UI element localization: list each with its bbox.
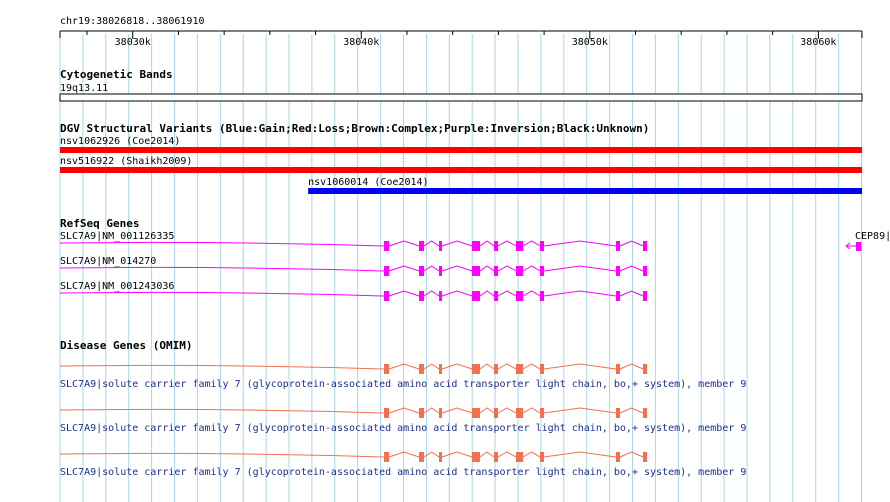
- exon: [540, 266, 544, 276]
- track-omim[interactable]: Disease Genes (OMIM) SLC7A9|solute carri…: [59, 339, 746, 478]
- refseq-transcript[interactable]: SLC7A9|NM_001243036: [59, 281, 647, 301]
- omim-entry-label[interactable]: SLC7A9|solute carrier family 7 (glycopro…: [60, 467, 746, 478]
- exon: [616, 241, 620, 251]
- exon: [419, 408, 424, 418]
- exon: [419, 241, 424, 251]
- exon: [516, 408, 523, 418]
- exon: [472, 241, 480, 251]
- exon: [439, 452, 442, 462]
- exon: [643, 291, 647, 301]
- exon: [384, 266, 389, 276]
- exon: [419, 452, 424, 462]
- exon: [439, 408, 442, 418]
- omim-entry[interactable]: SLC7A9|solute carrier family 7 (glycopro…: [59, 451, 746, 478]
- ruler-tick-label: 38050k: [572, 37, 608, 48]
- exon: [472, 452, 480, 462]
- exon: [540, 291, 544, 301]
- cytoband-label: 19q13.11: [60, 83, 108, 94]
- ruler-tick-label: 38030k: [115, 37, 151, 48]
- exon: [540, 408, 544, 418]
- exon: [616, 408, 620, 418]
- omim-entry[interactable]: SLC7A9|solute carrier family 7 (glycopro…: [59, 407, 746, 434]
- exon: [516, 452, 523, 462]
- exon: [439, 291, 442, 301]
- exon: [419, 364, 424, 374]
- exon: [494, 408, 498, 418]
- exon: [384, 241, 389, 251]
- exon: [472, 408, 480, 418]
- ruler: chr19:38026818..38061910 38030k 38040k 380…: [59, 16, 863, 48]
- track-title-dgv: DGV Structural Variants (Blue:Gain;Red:L…: [60, 122, 649, 135]
- exon: [439, 241, 442, 251]
- exon: [472, 291, 480, 301]
- exon: [516, 364, 523, 374]
- exon: [516, 291, 523, 301]
- refseq-transcript-label: SLC7A9|NM_001126335: [60, 231, 174, 242]
- ruler-tick-label: 38060k: [800, 37, 836, 48]
- exon: [516, 241, 523, 251]
- omim-entry-label[interactable]: SLC7A9|solute carrier family 7 (glycopro…: [60, 379, 746, 390]
- track-title-refseq: RefSeq Genes: [60, 217, 139, 230]
- ruler-tick-label: 38040k: [343, 37, 379, 48]
- exon: [616, 291, 620, 301]
- track-title-cytobands: Cytogenetic Bands: [60, 68, 173, 81]
- refseq-transcript-label: SLC7A9|NM_014270: [60, 256, 156, 267]
- region-label: chr19:38026818..38061910: [60, 16, 205, 27]
- dgv-variant[interactable]: nsv516922 (Shaikh2009): [60, 156, 862, 173]
- exon: [384, 291, 389, 301]
- exon: [643, 266, 647, 276]
- exon: [472, 266, 480, 276]
- dgv-variant[interactable]: nsv1060014 (Coe2014): [308, 177, 862, 194]
- track-cytobands[interactable]: Cytogenetic Bands 19q13.11: [59, 68, 863, 102]
- dgv-variant-label: nsv516922 (Shaikh2009): [60, 156, 192, 167]
- exon: [540, 452, 544, 462]
- refseq-transcript[interactable]: SLC7A9|NM_001126335: [59, 231, 647, 251]
- grid-lines: [59, 34, 862, 502]
- exon: [384, 408, 389, 418]
- exon: [643, 452, 647, 462]
- dgv-variant-bar[interactable]: [60, 147, 862, 153]
- exon: [472, 364, 480, 374]
- omim-entry[interactable]: SLC7A9|solute carrier family 7 (glycopro…: [59, 363, 746, 390]
- exon: [616, 452, 620, 462]
- exon: [516, 266, 523, 276]
- exon: [384, 452, 389, 462]
- refseq-transcript[interactable]: SLC7A9|NM_014270: [59, 256, 647, 276]
- exon: [494, 364, 498, 374]
- refseq-transcript-label: SLC7A9|NM_001243036: [60, 281, 174, 292]
- exon: [419, 266, 424, 276]
- dgv-variant-label: nsv1062926 (Coe2014): [60, 136, 180, 147]
- exon: [643, 408, 647, 418]
- exon: [419, 291, 424, 301]
- track-title-omim: Disease Genes (OMIM): [60, 339, 192, 352]
- omim-entry-label[interactable]: SLC7A9|solute carrier family 7 (glycopro…: [60, 423, 746, 434]
- neighbor-gene-label: CEP89|: [855, 231, 890, 242]
- dgv-variant-label: nsv1060014 (Coe2014): [308, 177, 428, 188]
- dgv-variant-bar[interactable]: [60, 167, 862, 173]
- track-refseq[interactable]: RefSeq Genes SLC7A9|NM_001126335 SLC7A9|N…: [59, 217, 890, 301]
- exon: [643, 241, 647, 251]
- exon: [616, 364, 620, 374]
- exon: [616, 266, 620, 276]
- exon: [540, 241, 544, 251]
- cytoband-bar[interactable]: [59, 93, 863, 102]
- exon: [494, 291, 498, 301]
- exon: [540, 364, 544, 374]
- exon: [494, 452, 498, 462]
- track-dgv[interactable]: DGV Structural Variants (Blue:Gain;Red:L…: [60, 122, 862, 194]
- exon: [439, 364, 442, 374]
- exon: [439, 266, 442, 276]
- exon: [494, 241, 498, 251]
- dgv-variant[interactable]: nsv1062926 (Coe2014): [60, 136, 862, 153]
- neighbor-gene-glyph[interactable]: [845, 242, 861, 251]
- exon: [643, 364, 647, 374]
- exon: [384, 364, 389, 374]
- exon: [494, 266, 498, 276]
- dgv-variant-bar[interactable]: [308, 188, 862, 194]
